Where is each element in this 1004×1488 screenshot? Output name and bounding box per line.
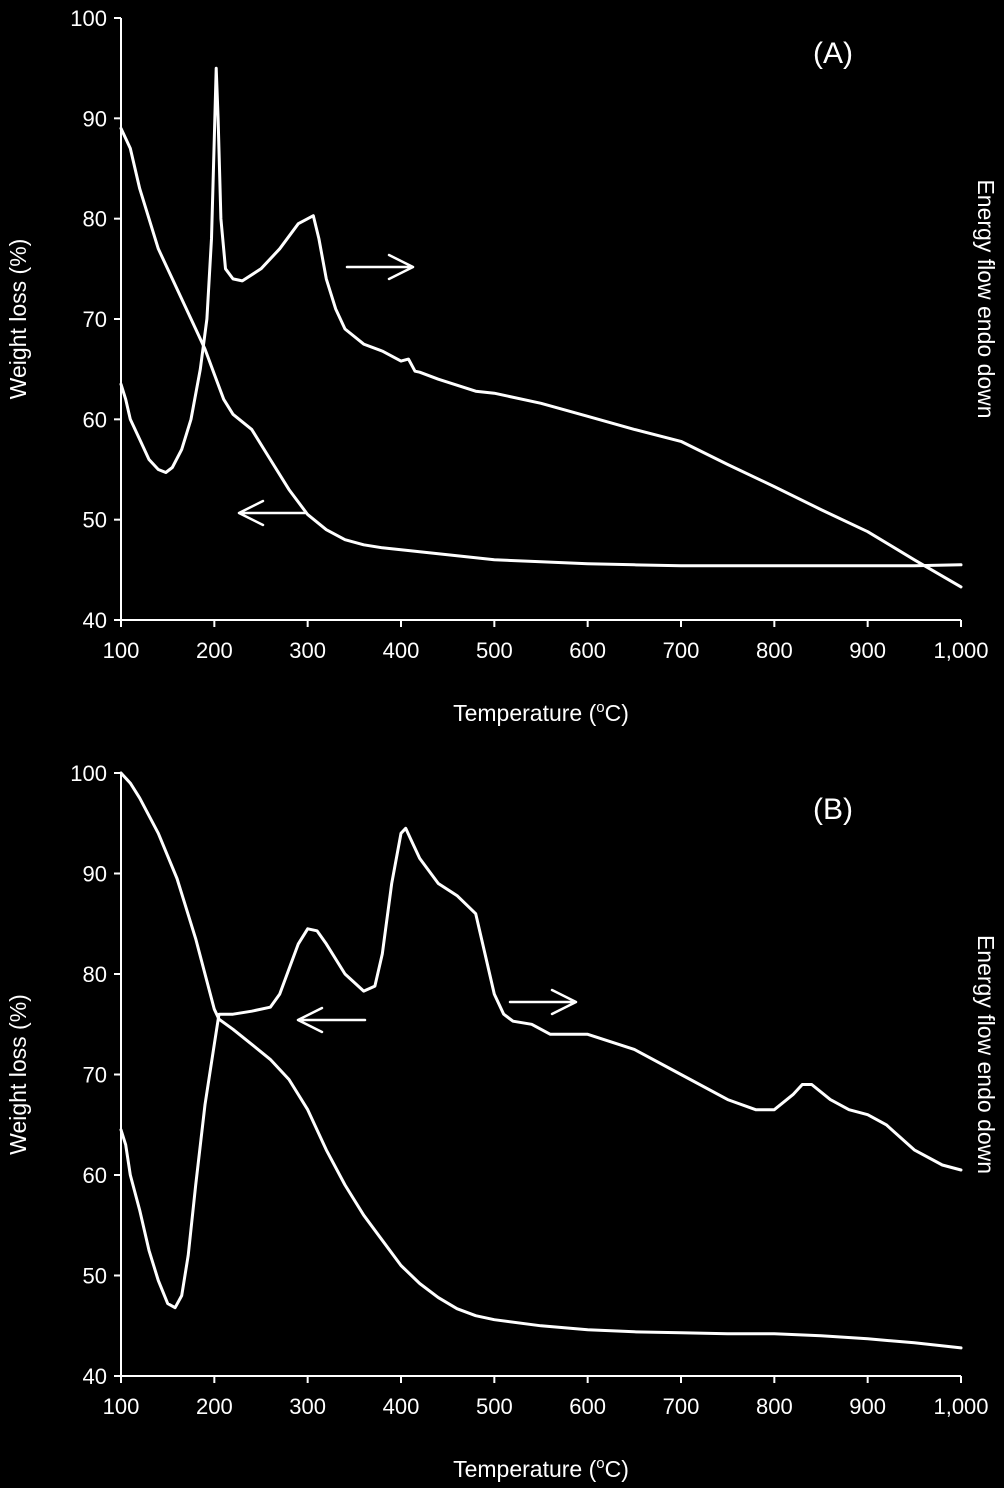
x-axis-title-unit: C) (605, 700, 629, 726)
chart-panel-a: 100 200 300 400 500 600 700 800 900 1,000 40 50 60 7… (5, 6, 999, 726)
y-tick-label: 60 (83, 1163, 107, 1188)
right-axis-arrow (508, 988, 578, 1016)
series-lines (119, 771, 963, 1350)
x-tick-label: 1,000 (933, 1394, 988, 1419)
x-tick-label: 800 (756, 638, 793, 663)
x-tick-label: 500 (476, 638, 513, 663)
x-axis-title: Temperature (oC) (453, 699, 629, 726)
x-axis-title-degree: o (596, 1455, 604, 1472)
x-tick-label: 200 (196, 1394, 233, 1419)
x-tick-label: 700 (663, 1394, 700, 1419)
energy-flow-line (119, 66, 963, 589)
y-tick-label: 100 (70, 6, 107, 31)
x-tick-label: 400 (383, 1394, 420, 1419)
y-tick-label: 40 (83, 1364, 107, 1389)
x-tick-label: 400 (383, 638, 420, 663)
series-arrows (237, 253, 415, 527)
x-axis-title-text: Temperature ( (453, 1456, 597, 1482)
series-lines (119, 66, 963, 589)
y-tick-label: 70 (83, 307, 107, 332)
y-tick-label: 90 (83, 106, 107, 131)
secondary-y-axis-title: Energy flow endo down (973, 935, 999, 1174)
y-tick-label: 80 (83, 207, 107, 232)
x-axis-ticks: 100 200 300 400 500 600 700 800 900 1,000 (103, 1376, 989, 1419)
panel-label: (B) (813, 793, 853, 826)
y-tick-label: 50 (83, 508, 107, 533)
x-tick-label: 600 (569, 638, 606, 663)
y-tick-label: 70 (83, 1063, 107, 1088)
x-tick-label: 100 (103, 1394, 140, 1419)
y-tick-label: 60 (83, 407, 107, 432)
y-axis-title: Weight loss (%) (5, 994, 31, 1155)
y-tick-label: 50 (83, 1264, 107, 1289)
x-axis-title-degree: o (596, 699, 604, 716)
y-tick-label: 40 (83, 608, 107, 633)
y-tick-label: 100 (70, 761, 107, 786)
x-tick-label: 900 (849, 1394, 886, 1419)
secondary-y-axis-title: Energy flow endo down (973, 179, 999, 418)
x-tick-label: 600 (569, 1394, 606, 1419)
weight-loss-line (119, 126, 963, 568)
x-tick-label: 300 (289, 638, 326, 663)
y-axis-title: Weight loss (%) (5, 239, 31, 400)
y-tick-label: 80 (83, 962, 107, 987)
series-arrows (296, 988, 578, 1034)
x-axis-ticks: 100 200 300 400 500 600 700 800 900 1,000 (103, 620, 989, 663)
weight-loss-line (119, 771, 963, 1350)
left-axis-arrow (237, 499, 307, 527)
panel-label: (A) (813, 37, 853, 70)
x-axis-title-text: Temperature ( (453, 700, 597, 726)
x-axis-title: Temperature (oC) (453, 1455, 629, 1482)
x-tick-label: 700 (663, 638, 700, 663)
y-tick-label: 90 (83, 862, 107, 887)
x-tick-label: 500 (476, 1394, 513, 1419)
x-axis-title-unit: C) (605, 1456, 629, 1482)
right-axis-arrow (345, 253, 415, 281)
y-axis-ticks: 40 50 60 70 80 90 100 (70, 6, 121, 633)
left-axis-arrow (296, 1006, 367, 1034)
energy-flow-line (119, 826, 963, 1310)
chart-panel-b: 100 200 300 400 500 600 700 800 900 1,000 40 50 60 7… (5, 761, 999, 1482)
x-tick-label: 100 (103, 638, 140, 663)
x-tick-label: 800 (756, 1394, 793, 1419)
x-tick-label: 1,000 (933, 638, 988, 663)
x-tick-label: 900 (849, 638, 886, 663)
x-tick-label: 200 (196, 638, 233, 663)
x-tick-label: 300 (289, 1394, 326, 1419)
y-axis-ticks: 40 50 60 70 80 90 100 (70, 761, 121, 1389)
